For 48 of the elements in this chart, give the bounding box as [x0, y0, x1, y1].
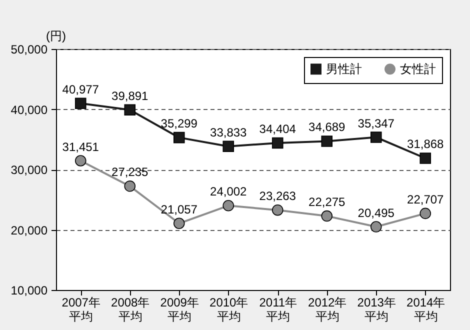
- x-tick-label: 2009年平均: [160, 296, 199, 324]
- data-label: 34,689: [308, 120, 346, 134]
- x-tick-label: 2013年平均: [357, 296, 396, 324]
- y-tick-label: 30,000: [10, 163, 48, 177]
- point: [321, 210, 333, 222]
- point: [222, 140, 234, 152]
- y-axis-title: (円): [46, 29, 66, 43]
- y-tick-label: 20,000: [10, 223, 48, 238]
- data-label: 35,299: [160, 116, 198, 131]
- y-tick-label: 10,000: [10, 284, 48, 298]
- y-tick-label: 50,000: [10, 42, 48, 56]
- data-label: 35,347: [358, 116, 395, 130]
- point: [272, 204, 284, 216]
- point: [222, 200, 234, 212]
- point: [420, 152, 432, 164]
- data-label: 33,833: [210, 125, 248, 140]
- data-label: 27,235: [112, 165, 149, 180]
- point: [124, 180, 136, 192]
- point: [173, 218, 185, 230]
- x-tick-label: 2011年平均: [259, 296, 298, 324]
- data-label: 31,868: [407, 137, 444, 152]
- data-label: 23,263: [259, 189, 296, 204]
- legend-label: 女性計: [400, 62, 436, 76]
- point: [173, 132, 185, 144]
- x-tick-label: 2010年平均: [210, 296, 248, 324]
- point: [420, 208, 432, 220]
- data-label: 40,977: [62, 82, 100, 96]
- data-label: 22,707: [407, 192, 444, 206]
- data-label: 34,404: [259, 122, 296, 136]
- x-tick-label: 2008年平均: [111, 296, 150, 324]
- point: [124, 104, 136, 116]
- data-label: 21,057: [160, 202, 198, 216]
- x-tick-label: 2014年平均: [406, 296, 446, 324]
- point: [272, 137, 284, 149]
- data-label: 24,002: [210, 184, 248, 199]
- point: [74, 155, 86, 166]
- point: [321, 136, 333, 147]
- point: [74, 98, 86, 110]
- x-tick-label: 2012年平均: [308, 296, 347, 324]
- x-tick-label: 2007年平均: [62, 296, 100, 324]
- legend-label: 男性計: [326, 62, 362, 76]
- data-label: 31,451: [62, 140, 100, 154]
- point: [370, 132, 382, 143]
- data-label: 20,495: [358, 206, 395, 220]
- y-tick-label: 40,000: [10, 102, 48, 117]
- data-label: 22,275: [308, 195, 346, 210]
- point: [370, 221, 382, 232]
- data-label: 39,891: [112, 88, 149, 103]
